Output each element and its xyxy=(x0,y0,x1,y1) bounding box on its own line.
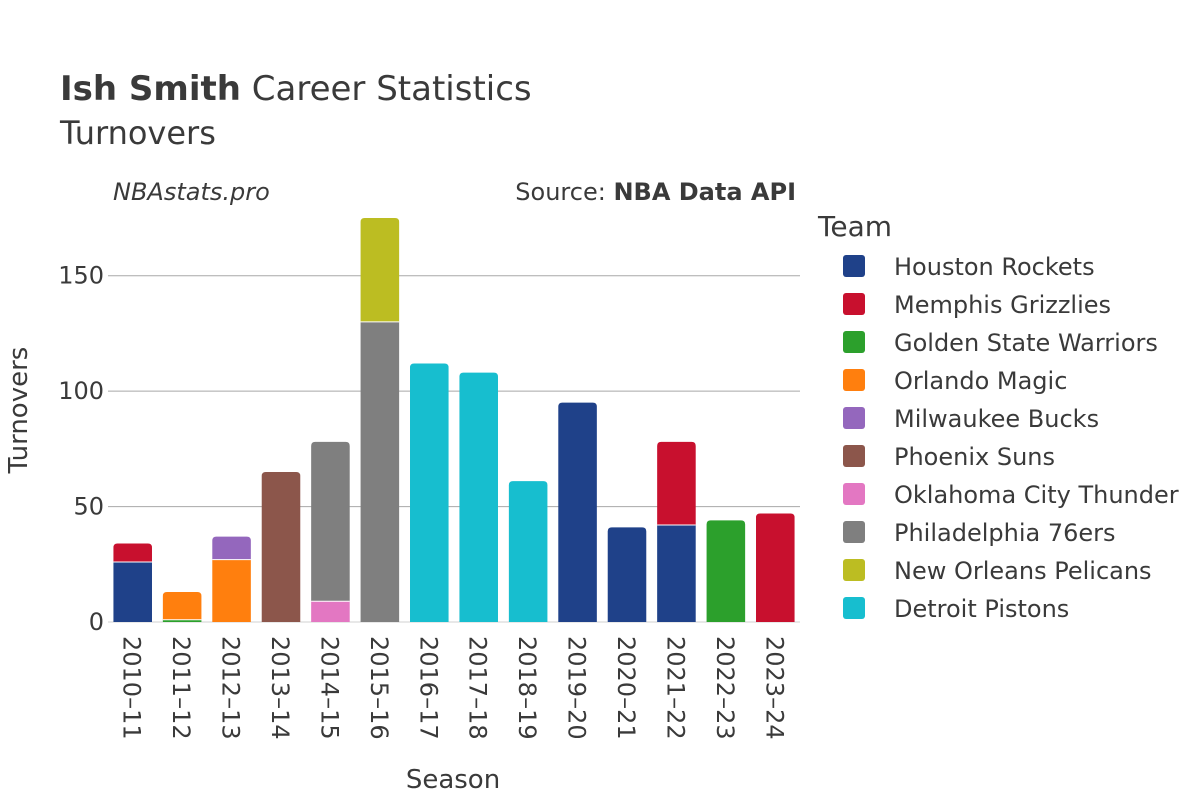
legend-label: Detroit Pistons xyxy=(894,595,1069,623)
bar-segment xyxy=(162,619,202,622)
legend-label: Golden State Warriors xyxy=(894,329,1158,357)
legend-label: Philadelphia 76ers xyxy=(894,519,1116,547)
legend-swatch xyxy=(843,407,865,429)
x-tick-label: 2017–18 xyxy=(464,636,492,740)
legend-swatch xyxy=(843,483,865,505)
x-tick-label: 2013–14 xyxy=(266,636,294,740)
x-tick-label: 2015–16 xyxy=(365,636,393,740)
x-tick-label: 2023–24 xyxy=(760,636,788,740)
chart-source-name: NBA Data API xyxy=(613,178,796,206)
bar-segment xyxy=(261,471,301,622)
bar-segment xyxy=(113,543,152,562)
legend-label: Memphis Grizzlies xyxy=(894,291,1111,319)
x-tick-label: 2016–17 xyxy=(414,636,442,740)
chart-source-prefix: Source: xyxy=(515,178,613,206)
bar-segment xyxy=(706,520,746,622)
legend-label: Orlando Magic xyxy=(894,367,1067,395)
y-gridlines xyxy=(108,275,800,623)
legend-label: Milwaukee Bucks xyxy=(894,405,1099,433)
legend-swatch xyxy=(843,559,865,581)
chart-title-rest: Career Statistics xyxy=(241,69,532,109)
y-tick-label: 150 xyxy=(58,262,104,290)
chart-title: Ish Smith Career Statistics xyxy=(60,69,532,109)
bar-segment xyxy=(311,441,350,602)
y-tick-label: 100 xyxy=(58,377,104,405)
bar-segment xyxy=(212,559,251,622)
legend-swatch xyxy=(843,331,865,353)
bars xyxy=(113,218,795,622)
legend-swatch xyxy=(843,255,865,277)
x-tick-label: 2010–11 xyxy=(118,636,146,740)
x-tick-labels: 2010–11 2011–12 2012–13 2013–14 2014–15 2015–… xyxy=(118,636,789,740)
bar-segment xyxy=(558,402,597,622)
legend-label: Oklahoma City Thunder xyxy=(894,481,1179,509)
bar-segment xyxy=(360,218,400,322)
x-axis-title: Season xyxy=(406,765,500,795)
legend-label: Houston Rockets xyxy=(894,253,1095,281)
x-tick-label: 2012–13 xyxy=(217,636,245,740)
chart-title-player: Ish Smith xyxy=(60,69,241,109)
bar-segment xyxy=(607,527,647,622)
bar-segment xyxy=(459,372,498,622)
x-tick-label: 2020–21 xyxy=(612,636,640,740)
bar-segment xyxy=(311,601,350,622)
bar-segment xyxy=(162,591,202,620)
legend-label: New Orleans Pelicans xyxy=(894,557,1152,585)
y-tick-labels: 0 50 100 150 xyxy=(58,262,104,636)
y-tick-label: 50 xyxy=(73,493,104,521)
legend-label: Phoenix Suns xyxy=(894,443,1055,471)
bar-segment xyxy=(113,561,152,622)
bar-segment xyxy=(657,441,696,526)
x-tick-label: 2014–15 xyxy=(315,636,343,740)
bar-segment xyxy=(756,513,795,622)
legend: Houston Rockets Memphis Grizzlies Golden S… xyxy=(843,253,1179,623)
chart-source: Source: NBA Data API xyxy=(515,178,796,206)
bar-segment xyxy=(212,536,251,560)
legend-title: Team xyxy=(817,210,892,243)
x-tick-label: 2011–12 xyxy=(167,636,195,740)
x-tick-label: 2019–20 xyxy=(563,636,591,740)
legend-swatch xyxy=(843,521,865,543)
legend-swatch xyxy=(843,445,865,467)
chart-credit: NBAstats.pro xyxy=(113,178,270,206)
bar-segment xyxy=(657,525,696,622)
chart-subtitle: Turnovers xyxy=(59,114,216,152)
legend-swatch xyxy=(843,293,865,315)
x-tick-label: 2022–23 xyxy=(711,636,739,740)
legend-swatch xyxy=(843,597,865,619)
y-axis-title: Turnovers xyxy=(4,347,34,475)
y-tick-label: 0 xyxy=(89,608,104,636)
bar-segment xyxy=(360,321,400,622)
x-tick-label: 2018–19 xyxy=(513,636,541,740)
bar-segment xyxy=(410,363,449,622)
legend-swatch xyxy=(843,369,865,391)
bar-segment xyxy=(508,481,548,622)
x-tick-label: 2021–22 xyxy=(661,636,689,740)
